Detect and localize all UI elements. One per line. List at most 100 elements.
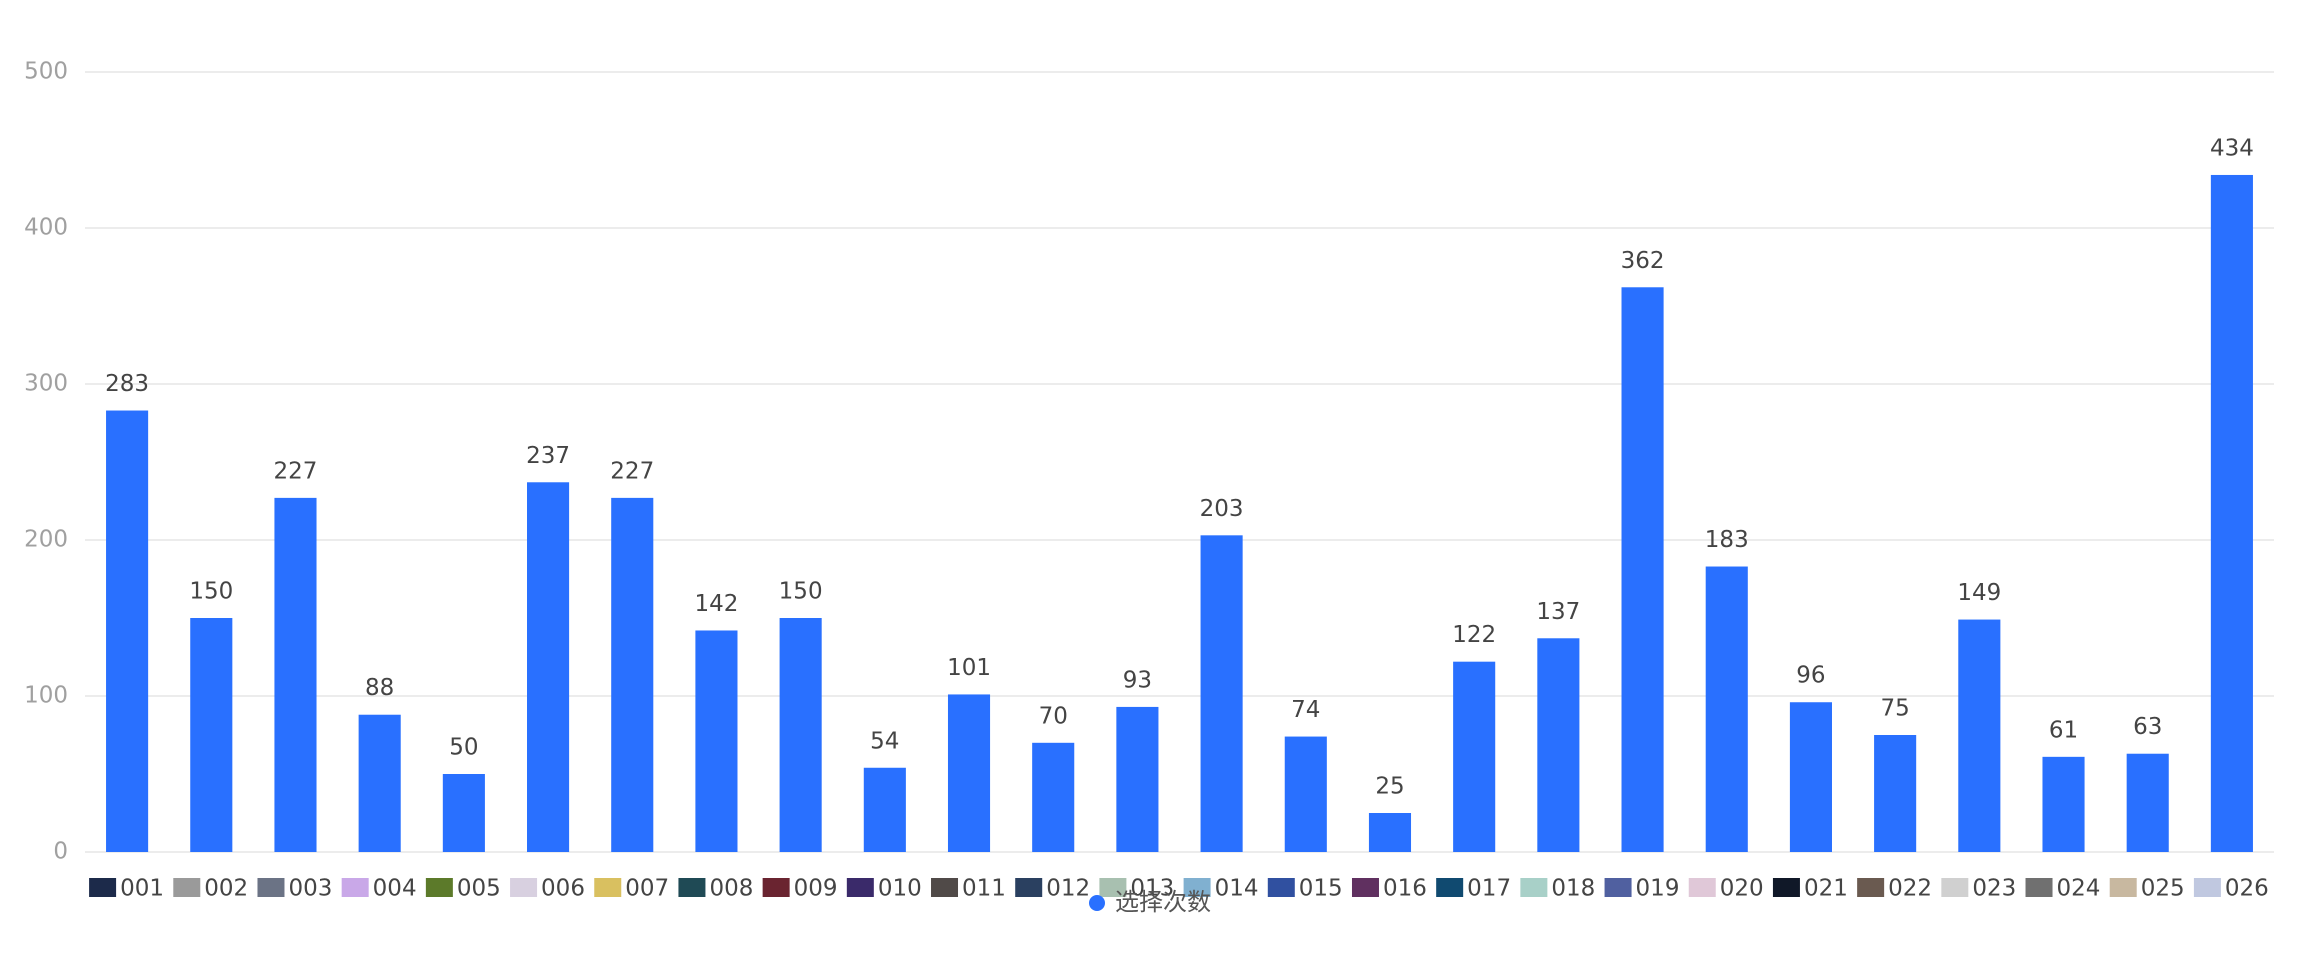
value-label: 88 (365, 675, 394, 701)
x-tick-label: 019 (1636, 876, 1680, 902)
value-label: 137 (1536, 599, 1580, 625)
bar (2042, 756, 2085, 852)
x-tick-label: 026 (2225, 876, 2269, 902)
value-label: 150 (779, 579, 823, 605)
x-tick-label: 025 (2141, 876, 2185, 902)
category-icon (1520, 878, 1548, 897)
category-icon (1857, 878, 1885, 897)
bar (611, 497, 654, 852)
value-label: 61 (2049, 717, 2078, 743)
bar (1874, 735, 1917, 852)
category-icon (257, 878, 285, 897)
bar (947, 694, 991, 852)
x-tick-label: 012 (1046, 876, 1090, 902)
bar (2210, 174, 2253, 852)
x-tick-label: 024 (2057, 876, 2101, 902)
value-label: 75 (1880, 696, 1909, 722)
x-tick-label: 022 (1888, 876, 1932, 902)
value-label: 434 (2210, 135, 2254, 161)
value-label: 63 (2133, 714, 2162, 740)
x-tick-label: 018 (1551, 876, 1595, 902)
bar (1284, 736, 1327, 852)
category-icon (173, 878, 201, 897)
x-tick-label: 016 (1383, 876, 1427, 902)
x-tick-label: 003 (288, 876, 332, 902)
category-icon (1436, 878, 1464, 897)
x-tick-label: 017 (1467, 876, 1511, 902)
value-label: 93 (1123, 667, 1152, 693)
category-icon (1183, 878, 1211, 897)
y-tick-label: 0 (53, 839, 68, 865)
bar (358, 714, 401, 852)
x-tick-label: 021 (1804, 876, 1848, 902)
x-tick-label: 013 (1130, 876, 1174, 902)
x-tick-label: 009 (794, 876, 838, 902)
value-label: 227 (610, 458, 654, 484)
bar (1453, 661, 1496, 852)
category-icon (2193, 878, 2221, 897)
value-label: 149 (1957, 580, 2001, 606)
category-icon (1604, 878, 1632, 897)
x-tick-label: 007 (625, 876, 669, 902)
bar (1032, 742, 1075, 852)
bar (2126, 753, 2169, 852)
value-label: 96 (1796, 663, 1825, 689)
bar (1537, 638, 1580, 852)
category-icon (1267, 878, 1295, 897)
bar (442, 774, 485, 852)
legend-label: 选择次数 (1115, 888, 1211, 916)
value-label: 183 (1705, 527, 1749, 553)
x-tick-label: 001 (120, 876, 164, 902)
category-icon (846, 878, 874, 897)
bar (190, 618, 233, 852)
category-icon (2109, 878, 2137, 897)
x-tick-label: 008 (709, 876, 753, 902)
x-tick-label: 015 (1299, 876, 1343, 902)
category-icon (1941, 878, 1969, 897)
value-label: 122 (1452, 622, 1496, 648)
value-label: 150 (189, 579, 233, 605)
x-tick-label: 002 (204, 876, 248, 902)
value-label: 227 (274, 458, 318, 484)
bar (106, 410, 149, 852)
category-icon (1015, 878, 1043, 897)
value-label: 50 (449, 735, 478, 761)
bar (1705, 566, 1748, 852)
bar (779, 618, 822, 852)
value-label: 142 (694, 591, 738, 617)
category-icon (762, 878, 790, 897)
category-icon (89, 878, 117, 897)
y-tick-label: 500 (24, 59, 68, 85)
value-label: 54 (870, 728, 899, 754)
category-icon (1351, 878, 1379, 897)
bar (1958, 619, 2001, 852)
category-icon (1772, 878, 1800, 897)
x-tick-label: 005 (457, 876, 501, 902)
value-label: 237 (526, 443, 570, 469)
bar (1368, 813, 1412, 852)
legend-marker (1089, 895, 1105, 911)
bar (527, 482, 570, 852)
category-icon (594, 878, 622, 897)
x-tick-label: 023 (1972, 876, 2016, 902)
category-icon (2025, 878, 2053, 897)
x-tick-label: 004 (373, 876, 417, 902)
x-tick-label: 014 (1215, 876, 1259, 902)
category-icon (931, 878, 959, 897)
category-icon (341, 878, 369, 897)
value-label: 70 (1039, 703, 1068, 729)
category-icon (678, 878, 706, 897)
x-tick-label: 011 (962, 876, 1006, 902)
bar (1789, 702, 1832, 852)
value-label: 283 (105, 371, 149, 397)
y-tick-label: 100 (24, 683, 68, 709)
value-label: 203 (1200, 496, 1244, 522)
y-tick-label: 400 (24, 215, 68, 241)
value-label: 25 (1375, 774, 1404, 800)
y-tick-label: 200 (24, 527, 68, 553)
category-icon (1688, 878, 1716, 897)
y-tick-label: 300 (24, 371, 68, 397)
value-label: 362 (1621, 248, 1665, 274)
bar (1621, 287, 1664, 852)
value-label: 74 (1291, 697, 1320, 723)
